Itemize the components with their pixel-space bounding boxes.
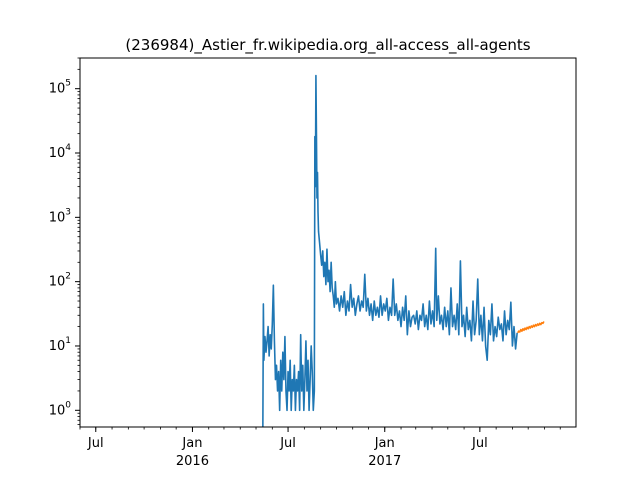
series-line-2 <box>516 321 545 334</box>
y-tick-label: 102 <box>49 272 71 290</box>
series-line-1 <box>262 74 518 427</box>
y-tick-label: 100 <box>49 400 72 418</box>
y-tick-label: 105 <box>49 79 71 97</box>
y-tick-label: 101 <box>49 336 71 354</box>
x-tick-year-label: 2016 <box>176 454 209 469</box>
x-tick-label: Jul <box>471 436 488 451</box>
y-tick-label: 103 <box>49 207 71 225</box>
y-tick-label: 104 <box>49 143 72 161</box>
x-tick-year-label: 2017 <box>368 454 401 469</box>
x-tick-label: Jul <box>87 436 104 451</box>
axes: 100 101 102 103 104 105 Jul Jan 2016 Jul Jan 2017 Ju… <box>49 57 561 469</box>
x-tick-label: Jan <box>181 436 202 451</box>
x-tick-label: Jul <box>279 436 296 451</box>
chart-title: (236984)_Astier_fr.wikipedia.org_all-acc… <box>125 36 530 55</box>
axes-frame <box>79 57 577 428</box>
plot-area <box>262 74 545 427</box>
x-tick-label: Jan <box>374 436 395 451</box>
